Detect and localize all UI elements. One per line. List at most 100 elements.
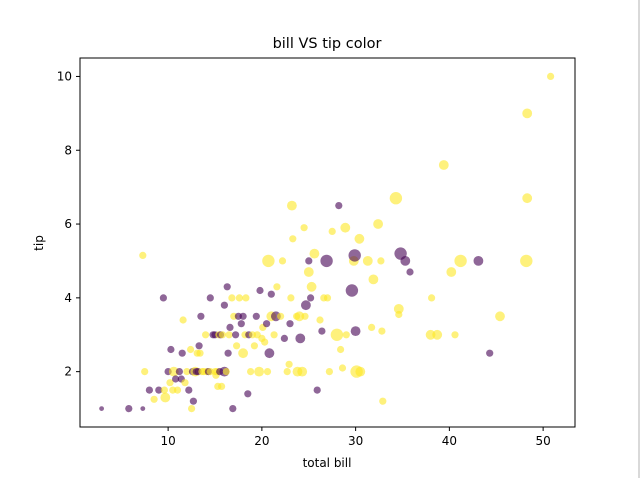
x-tick-label: 40: [442, 434, 457, 448]
scatter-point: [325, 368, 333, 376]
scatter-point: [348, 249, 361, 262]
scatter-point: [486, 349, 494, 357]
scatter-point: [438, 160, 449, 170]
scatter-point: [172, 375, 180, 383]
scatter-point: [330, 328, 344, 341]
scatter-point: [141, 368, 149, 376]
scatter-point: [406, 268, 414, 276]
scatter-point: [188, 405, 196, 413]
scatter-point: [226, 323, 234, 331]
scatter-point: [338, 364, 347, 372]
y-axis: 2 4 6 8 10: [57, 69, 80, 379]
scatter-point: [222, 368, 230, 376]
scatter-point: [237, 320, 245, 328]
scatter-point: [306, 281, 317, 292]
scatter-point: [261, 338, 269, 346]
scatter-point: [235, 294, 243, 302]
scatter-point: [150, 395, 158, 403]
x-tick-label: 30: [348, 434, 363, 448]
scatter-point: [378, 327, 386, 335]
scatter-point: [368, 274, 379, 285]
x-tick-label: 10: [160, 434, 175, 448]
y-tick-label: 2: [64, 365, 72, 379]
scatter-point: [218, 382, 226, 390]
scatter-point: [355, 366, 366, 377]
scatter-point: [446, 267, 457, 277]
scatter-point: [225, 331, 233, 339]
scatter-point: [323, 294, 332, 302]
scatter-point: [99, 406, 104, 411]
scatter-point: [522, 108, 533, 119]
scatter-point: [196, 349, 204, 357]
scatter-point: [286, 320, 294, 328]
scatter-point: [270, 331, 278, 339]
scatter-point: [178, 349, 186, 357]
scatter-point: [473, 256, 484, 266]
scatter-point: [264, 348, 275, 359]
chart-title: bill VS tip color: [273, 36, 382, 52]
scatter-point: [379, 397, 387, 405]
scatter-point: [393, 304, 404, 314]
scatter-point: [197, 312, 205, 320]
scatter-point: [140, 406, 146, 411]
scatter-point: [181, 379, 189, 387]
scatter-point: [187, 345, 195, 354]
scatter-point: [250, 342, 258, 350]
scatter-point: [295, 333, 306, 344]
scatter-point: [294, 311, 305, 322]
scatter-point: [400, 256, 411, 266]
scatter-point: [224, 349, 232, 357]
scatter-point: [335, 202, 343, 210]
scatter-point: [166, 379, 174, 387]
scatter-point: [167, 345, 175, 354]
y-tick-label: 8: [64, 143, 72, 157]
scatter-point: [173, 386, 182, 394]
scatter-point: [340, 222, 351, 233]
y-axis-label: tip: [32, 235, 46, 251]
scatter-point: [283, 368, 291, 376]
scatter-point: [495, 311, 505, 322]
y-tick-label: 10: [57, 69, 72, 83]
scatter-point: [252, 312, 260, 320]
scatter-point: [229, 405, 237, 413]
scatter-point: [300, 224, 308, 232]
scatter-point: [218, 331, 227, 339]
scatter-point: [373, 219, 383, 229]
window-edge: [638, 0, 640, 478]
scatter-point: [125, 405, 133, 413]
scatter-point: [337, 345, 345, 354]
scatter-point: [244, 390, 252, 398]
points-layer: [99, 72, 555, 413]
scatter-point: [278, 257, 287, 265]
scatter-point: [242, 294, 250, 302]
scatter-point: [185, 386, 193, 394]
scatter-point: [220, 301, 228, 309]
scatter-point: [160, 392, 171, 403]
scatter-point: [267, 290, 275, 298]
scatter-point: [377, 257, 385, 265]
scatter-point: [277, 312, 285, 320]
scatter-point: [432, 329, 443, 340]
scatter-point: [313, 386, 321, 394]
scatter-point: [362, 256, 373, 266]
scatter-point: [159, 294, 167, 302]
scatter-point: [195, 342, 203, 350]
scatter-point: [297, 366, 308, 377]
scatter-point: [307, 294, 315, 302]
scatter-point: [273, 283, 281, 291]
scatter-point: [254, 366, 264, 377]
scatter-point: [350, 326, 361, 336]
scatter-point: [301, 312, 309, 320]
scatter-point: [318, 327, 326, 335]
scatter-point: [428, 294, 436, 302]
x-axis-label: total bill: [303, 456, 352, 470]
scatter-point: [345, 284, 359, 297]
scatter-point: [168, 366, 179, 377]
scatter-point: [547, 72, 555, 80]
scatter-point: [233, 342, 241, 350]
x-tick-label: 20: [254, 434, 269, 448]
scatter-point: [160, 386, 168, 394]
scatter-point: [206, 294, 214, 302]
scatter-point: [262, 254, 275, 268]
